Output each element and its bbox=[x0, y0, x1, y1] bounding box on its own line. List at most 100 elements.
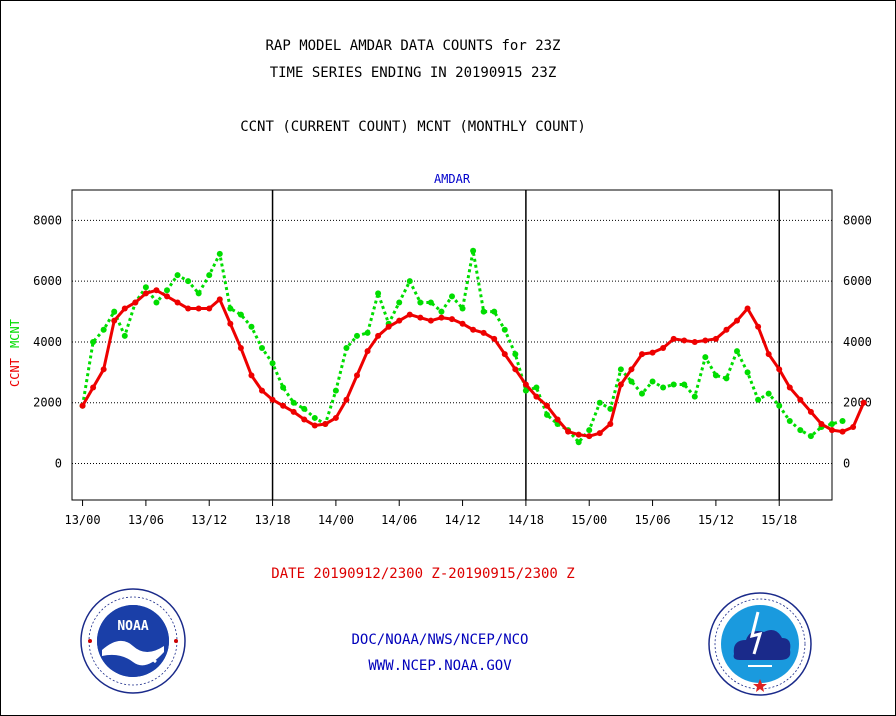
data-point-ccnt bbox=[142, 290, 149, 297]
data-point-mcnt bbox=[522, 387, 529, 394]
data-point-ccnt bbox=[607, 421, 614, 428]
data-point-mcnt bbox=[290, 399, 297, 406]
data-point-mcnt bbox=[354, 332, 360, 339]
date-range-label: DATE 20190912/2300 Z-20190915/2300 Z bbox=[271, 566, 575, 582]
y-axis-label-ccnt: CCNT bbox=[8, 358, 22, 387]
data-point-mcnt bbox=[491, 308, 498, 315]
series-line-ccnt bbox=[81, 288, 866, 438]
y-tick-label-right: 8000 bbox=[843, 213, 872, 227]
data-point-ccnt bbox=[786, 384, 793, 391]
data-point-ccnt bbox=[691, 338, 698, 345]
data-point-mcnt bbox=[142, 284, 149, 291]
data-point-mcnt bbox=[90, 338, 97, 345]
data-point-ccnt bbox=[829, 427, 835, 434]
data-point-ccnt bbox=[248, 372, 255, 379]
series-lines bbox=[79, 247, 867, 446]
data-point-ccnt bbox=[723, 326, 730, 333]
data-point-ccnt bbox=[121, 305, 128, 312]
x-tick-label: 14/12 bbox=[444, 513, 480, 527]
data-point-ccnt bbox=[860, 399, 867, 406]
data-point-mcnt bbox=[617, 366, 624, 373]
data-point-mcnt bbox=[100, 326, 107, 333]
series-line-mcnt bbox=[81, 249, 843, 444]
data-point-ccnt bbox=[216, 296, 223, 303]
data-point-mcnt bbox=[839, 417, 846, 424]
data-point-ccnt bbox=[438, 314, 445, 321]
data-point-ccnt bbox=[734, 317, 740, 324]
x-tick-label: 13/12 bbox=[191, 513, 227, 527]
data-point-mcnt bbox=[269, 360, 276, 367]
data-point-ccnt bbox=[164, 293, 170, 300]
data-point-mcnt bbox=[670, 381, 677, 388]
y-tick-label-left: 2000 bbox=[33, 396, 62, 410]
data-point-ccnt bbox=[79, 402, 86, 409]
data-point-mcnt bbox=[628, 378, 635, 385]
data-point-mcnt bbox=[227, 305, 234, 312]
x-tick-label: 15/00 bbox=[571, 513, 607, 527]
data-point-ccnt bbox=[343, 396, 350, 403]
data-point-mcnt bbox=[153, 299, 160, 306]
y-tick-label-right: 2000 bbox=[843, 396, 872, 410]
data-point-ccnt bbox=[712, 335, 719, 342]
x-tick-label: 14/18 bbox=[508, 513, 544, 527]
data-point-ccnt bbox=[153, 287, 160, 294]
data-point-mcnt bbox=[343, 345, 350, 352]
data-point-ccnt bbox=[269, 396, 276, 403]
y-axis-label-mcnt: MCNT bbox=[8, 319, 22, 348]
data-point-ccnt bbox=[818, 421, 825, 428]
x-tick-label: 14/00 bbox=[318, 513, 354, 527]
data-point-ccnt bbox=[660, 345, 667, 352]
data-point-mcnt bbox=[417, 299, 424, 306]
data-point-ccnt bbox=[617, 381, 624, 388]
data-point-mcnt bbox=[607, 405, 614, 412]
y-tick-label-right: 6000 bbox=[843, 274, 872, 288]
x-tick-label: 14/06 bbox=[381, 513, 417, 527]
data-point-mcnt bbox=[438, 308, 445, 315]
data-point-ccnt bbox=[185, 305, 192, 312]
y-tick-label-left: 0 bbox=[55, 457, 62, 471]
data-point-mcnt bbox=[755, 396, 762, 403]
panel-label: AMDAR bbox=[433, 172, 471, 186]
website-line: WWW.NCEP.NOAA.GOV bbox=[368, 658, 512, 674]
data-point-mcnt bbox=[470, 247, 477, 254]
data-point-mcnt bbox=[121, 332, 128, 339]
data-point-mcnt bbox=[206, 272, 213, 279]
data-point-ccnt bbox=[406, 311, 413, 318]
data-point-ccnt bbox=[417, 314, 424, 321]
data-point-ccnt bbox=[491, 335, 498, 342]
axes: 0 0 2000 2000 4000 4000 6000 6000 8000 8000 13/00 1… bbox=[33, 189, 872, 527]
data-point-ccnt bbox=[280, 402, 287, 409]
noaa-logo-text: NOAA bbox=[117, 619, 148, 634]
chart-title: RAP MODEL AMDAR DATA COUNTS for 23Z bbox=[265, 38, 561, 54]
nws-logo bbox=[708, 592, 812, 696]
data-point-mcnt bbox=[301, 405, 308, 412]
data-point-mcnt bbox=[765, 390, 772, 397]
data-point-ccnt bbox=[512, 366, 519, 373]
data-point-ccnt bbox=[90, 384, 97, 391]
data-point-ccnt bbox=[322, 421, 329, 428]
data-point-mcnt bbox=[311, 414, 318, 421]
data-point-ccnt bbox=[132, 299, 139, 306]
data-point-mcnt bbox=[829, 421, 835, 428]
data-point-mcnt bbox=[449, 293, 455, 300]
data-point-mcnt bbox=[533, 384, 540, 391]
data-point-ccnt bbox=[554, 416, 561, 423]
data-point-mcnt bbox=[280, 384, 287, 391]
data-point-ccnt bbox=[354, 372, 360, 379]
data-point-mcnt bbox=[649, 378, 656, 385]
data-point-ccnt bbox=[522, 381, 529, 388]
data-point-ccnt bbox=[755, 323, 762, 330]
data-point-ccnt bbox=[670, 335, 677, 342]
data-point-mcnt bbox=[639, 390, 645, 397]
data-point-mcnt bbox=[512, 351, 519, 358]
data-point-ccnt bbox=[649, 349, 656, 356]
data-point-ccnt bbox=[364, 348, 371, 355]
data-point-mcnt bbox=[406, 278, 413, 285]
data-point-mcnt bbox=[259, 345, 265, 352]
data-point-mcnt bbox=[734, 348, 740, 355]
y-tick-label-right: 4000 bbox=[843, 335, 872, 349]
data-point-ccnt bbox=[575, 431, 582, 438]
data-point-ccnt bbox=[332, 414, 339, 421]
data-point-ccnt bbox=[396, 317, 403, 324]
